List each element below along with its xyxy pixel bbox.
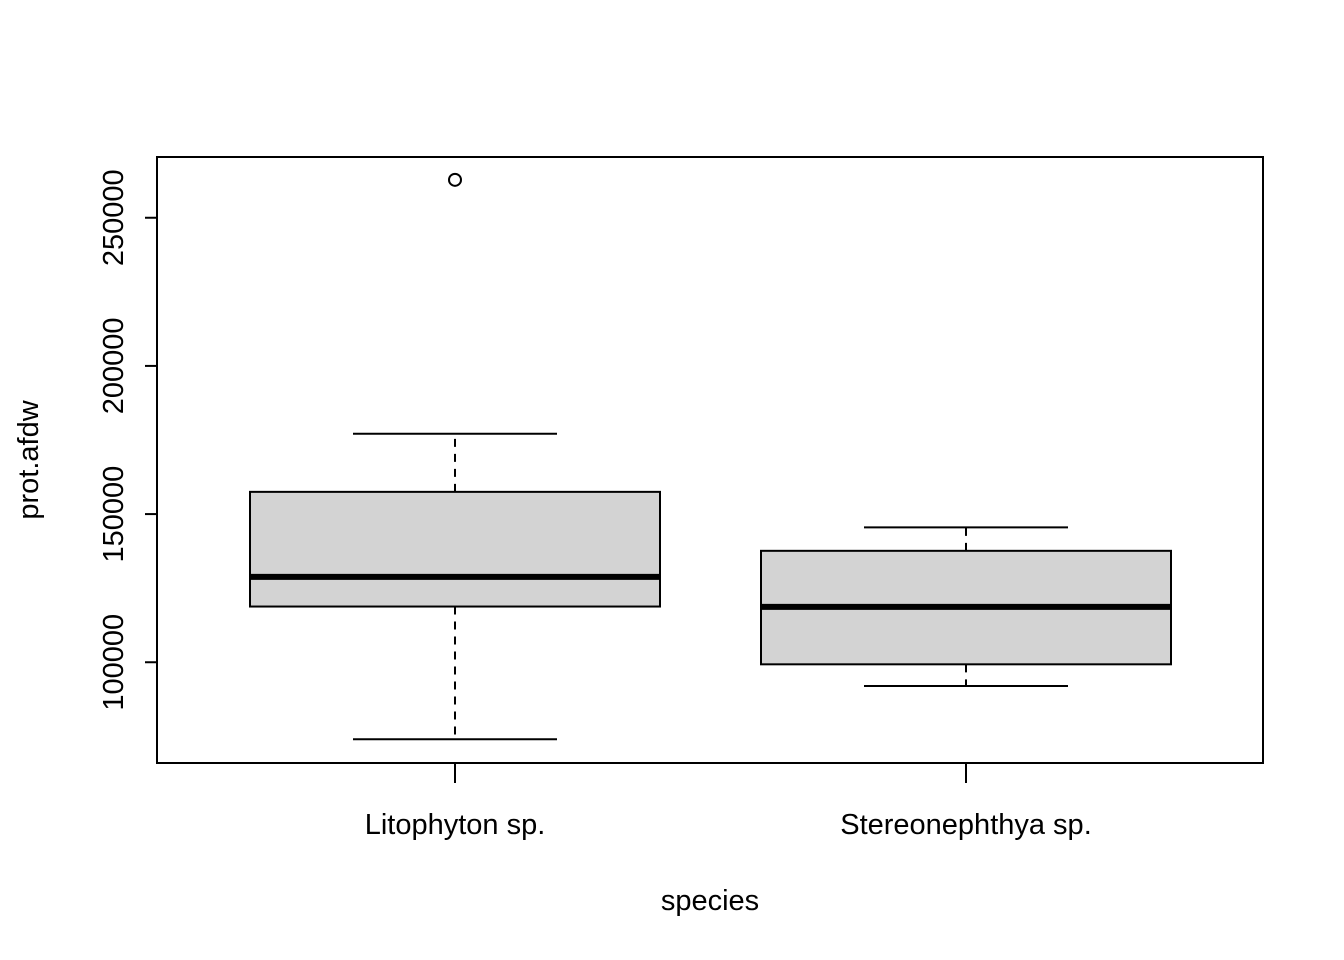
box-group-2 (760, 526, 1172, 687)
iqr-box (249, 490, 661, 608)
y-tick-label: 150000 (98, 466, 130, 563)
y-axis-title: prot.afdw (13, 399, 45, 519)
plot-frame (156, 156, 1264, 764)
plot-layer (249, 172, 1172, 741)
y-tick-label: 100000 (98, 614, 130, 711)
x-category-label: Stereonephthya sp. (840, 809, 1092, 841)
box-group-1 (249, 172, 661, 741)
outlier-point (448, 172, 462, 187)
y-tick-label: 200000 (98, 318, 130, 415)
x-axis: Litophyton sp. Stereonephthya sp. (365, 763, 1092, 841)
x-category-label: Litophyton sp. (365, 809, 546, 841)
y-tick-label: 250000 (98, 169, 130, 266)
x-axis-title: species (661, 885, 759, 917)
y-axis: 100000 150000 200000 250000 (98, 169, 157, 711)
